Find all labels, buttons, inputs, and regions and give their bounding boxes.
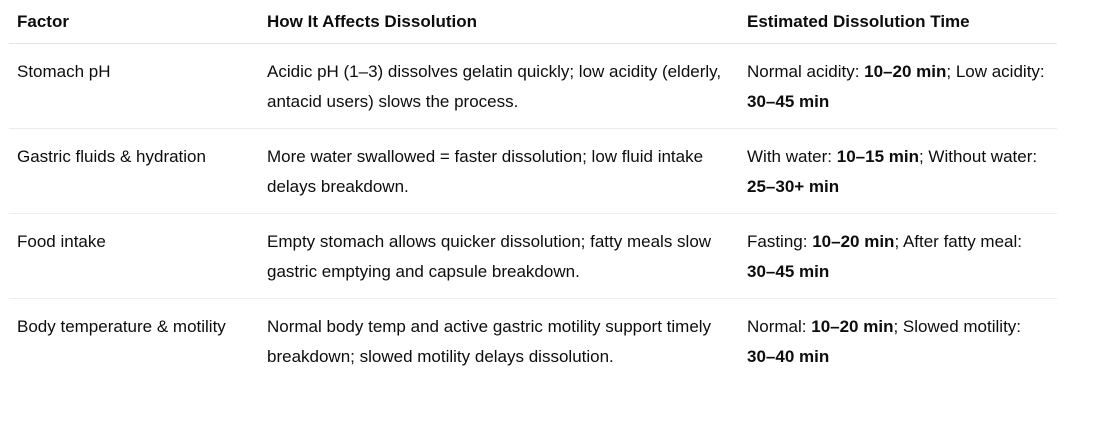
time-value: 30–45 min — [747, 92, 830, 111]
table-row: Body temperature & motility Normal body … — [9, 299, 1057, 384]
table-body: Stomach pH Acidic pH (1–3) dissolves gel… — [9, 43, 1057, 384]
time-cell: Normal: 10–20 min; Slowed motility: 30–4… — [739, 299, 1057, 384]
time-value: 25–30+ min — [747, 177, 840, 196]
time-value: 30–40 min — [747, 347, 830, 366]
time-value: 10–20 min — [811, 317, 894, 336]
time-separator: ; Low acidity: — [946, 62, 1045, 81]
factor-cell: Food intake — [9, 213, 259, 299]
header-time: Estimated Dissolution Time — [739, 0, 1057, 44]
effect-cell: Normal body temp and active gastric moti… — [267, 317, 712, 366]
time-value: 10–20 min — [812, 232, 895, 251]
dissolution-table: Factor How It Affects Dissolution Estima… — [9, 0, 1057, 383]
time-cell: Normal acidity: 10–20 min; Low acidity: … — [739, 43, 1057, 129]
effect-cell: Empty stomach allows quicker dissolution… — [259, 213, 739, 299]
table-row: Food intake Empty stomach allows quicker… — [9, 213, 1057, 299]
time-label: Normal acidity: — [747, 62, 865, 81]
effect-cell: Acidic pH (1–3) dissolves gelatin quickl… — [259, 43, 739, 129]
header-effect: How It Affects Dissolution — [259, 0, 739, 44]
time-value: 30–45 min — [747, 262, 830, 281]
header-factor: Factor — [9, 0, 259, 44]
time-cell: With water: 10–15 min; Without water: 25… — [739, 128, 1057, 214]
factor-cell: Gastric fluids & hydration — [9, 128, 259, 214]
factor-cell: Body temperature & motility — [17, 317, 226, 336]
time-label: Fasting: — [747, 232, 813, 251]
header-row: Factor How It Affects Dissolution Estima… — [9, 0, 1057, 44]
time-label: With water: — [747, 147, 837, 166]
time-value: 10–20 min — [864, 62, 947, 81]
table-row: Stomach pH Acidic pH (1–3) dissolves gel… — [9, 43, 1057, 129]
table-row: Gastric fluids & hydration More water sw… — [9, 128, 1057, 214]
time-cell: Fasting: 10–20 min; After fatty meal: 30… — [739, 213, 1057, 299]
factor-cell: Stomach pH — [9, 43, 259, 129]
time-separator: ; Without water: — [918, 147, 1038, 166]
time-value: 10–15 min — [836, 147, 919, 166]
time-label: Normal: — [747, 317, 812, 336]
time-separator: ; Slowed motility: — [893, 317, 1022, 336]
time-separator: ; After fatty meal: — [894, 232, 1022, 251]
table-header: Factor How It Affects Dissolution Estima… — [9, 0, 1057, 44]
effect-cell: More water swallowed = faster dissolutio… — [259, 128, 739, 214]
